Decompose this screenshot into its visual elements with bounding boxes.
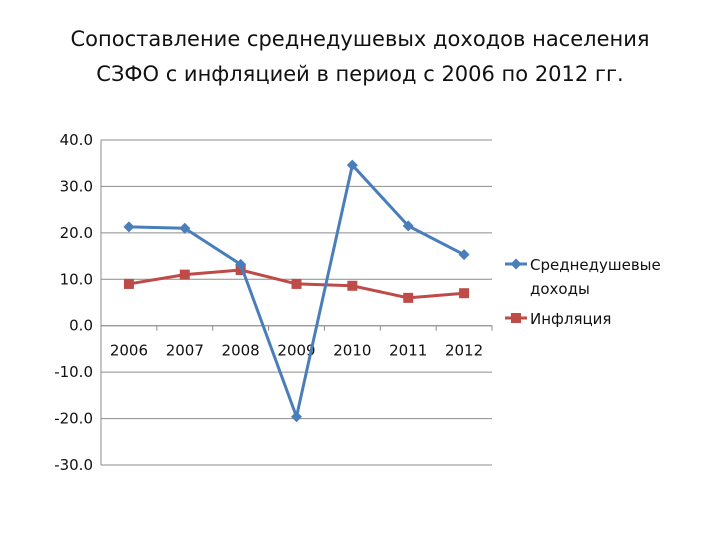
legend-item-1: Инфляция: [505, 310, 611, 328]
y-tick-label: -10.0: [54, 363, 93, 381]
data-point: [123, 278, 134, 289]
x-axis: 2006 2007 2008 2009 2010 2011 2012: [100, 140, 493, 465]
chart-title: Сопоставление среднедушевых доходов насе…: [0, 22, 720, 92]
y-axis-ticks: 40.0 30.0 20.0 10.0 0.0 -10.0 -20.0 -30.0: [54, 131, 93, 474]
data-point: [235, 265, 246, 275]
x-tick-label: 2006: [110, 342, 148, 360]
legend: Среднедушевые доходы Инфляция: [505, 256, 661, 328]
legend-marker: [510, 258, 522, 270]
data-point: [347, 280, 358, 291]
x-tick-label: 2009: [277, 342, 315, 360]
series-1: [123, 265, 470, 303]
data-point: [291, 411, 302, 423]
y-tick-label: 0.0: [69, 317, 93, 335]
y-tick-label: 30.0: [60, 177, 93, 195]
series-0: [123, 159, 470, 423]
chart-title-line-2: СЗФО с инфляцией в период с 2006 по 2012…: [96, 62, 624, 86]
x-tick-label: 2011: [389, 342, 427, 360]
data-point: [291, 278, 302, 289]
legend-label: Среднедушевые: [530, 256, 661, 274]
legend-label: доходы: [530, 280, 590, 298]
y-tick-label: 10.0: [60, 270, 93, 288]
data-point: [403, 292, 414, 303]
y-tick-label: -30.0: [54, 456, 93, 474]
data-point: [179, 269, 190, 280]
legend-label: Инфляция: [530, 310, 611, 328]
x-tick-label: 2007: [166, 342, 204, 360]
x-tick-label: 2008: [222, 342, 260, 360]
series-line: [128, 163, 465, 419]
legend-marker: [511, 313, 521, 323]
y-tick-label: 40.0: [60, 131, 93, 149]
x-tick-label: 2012: [445, 342, 483, 360]
y-tick-label: 20.0: [60, 224, 93, 242]
x-tick-label: 2010: [333, 342, 371, 360]
data-point: [235, 258, 247, 270]
data-point: [123, 221, 135, 233]
data-point: [179, 222, 191, 234]
data-point: [402, 220, 414, 232]
data-point: [459, 288, 470, 299]
data-point: [458, 249, 470, 261]
data-point: [346, 159, 358, 171]
series-group: [123, 159, 470, 423]
legend-item-0: Среднедушевые доходы: [505, 256, 661, 298]
chart-title-line-1: Сопоставление среднедушевых доходов насе…: [70, 27, 650, 51]
y-tick-label: -20.0: [54, 410, 93, 428]
